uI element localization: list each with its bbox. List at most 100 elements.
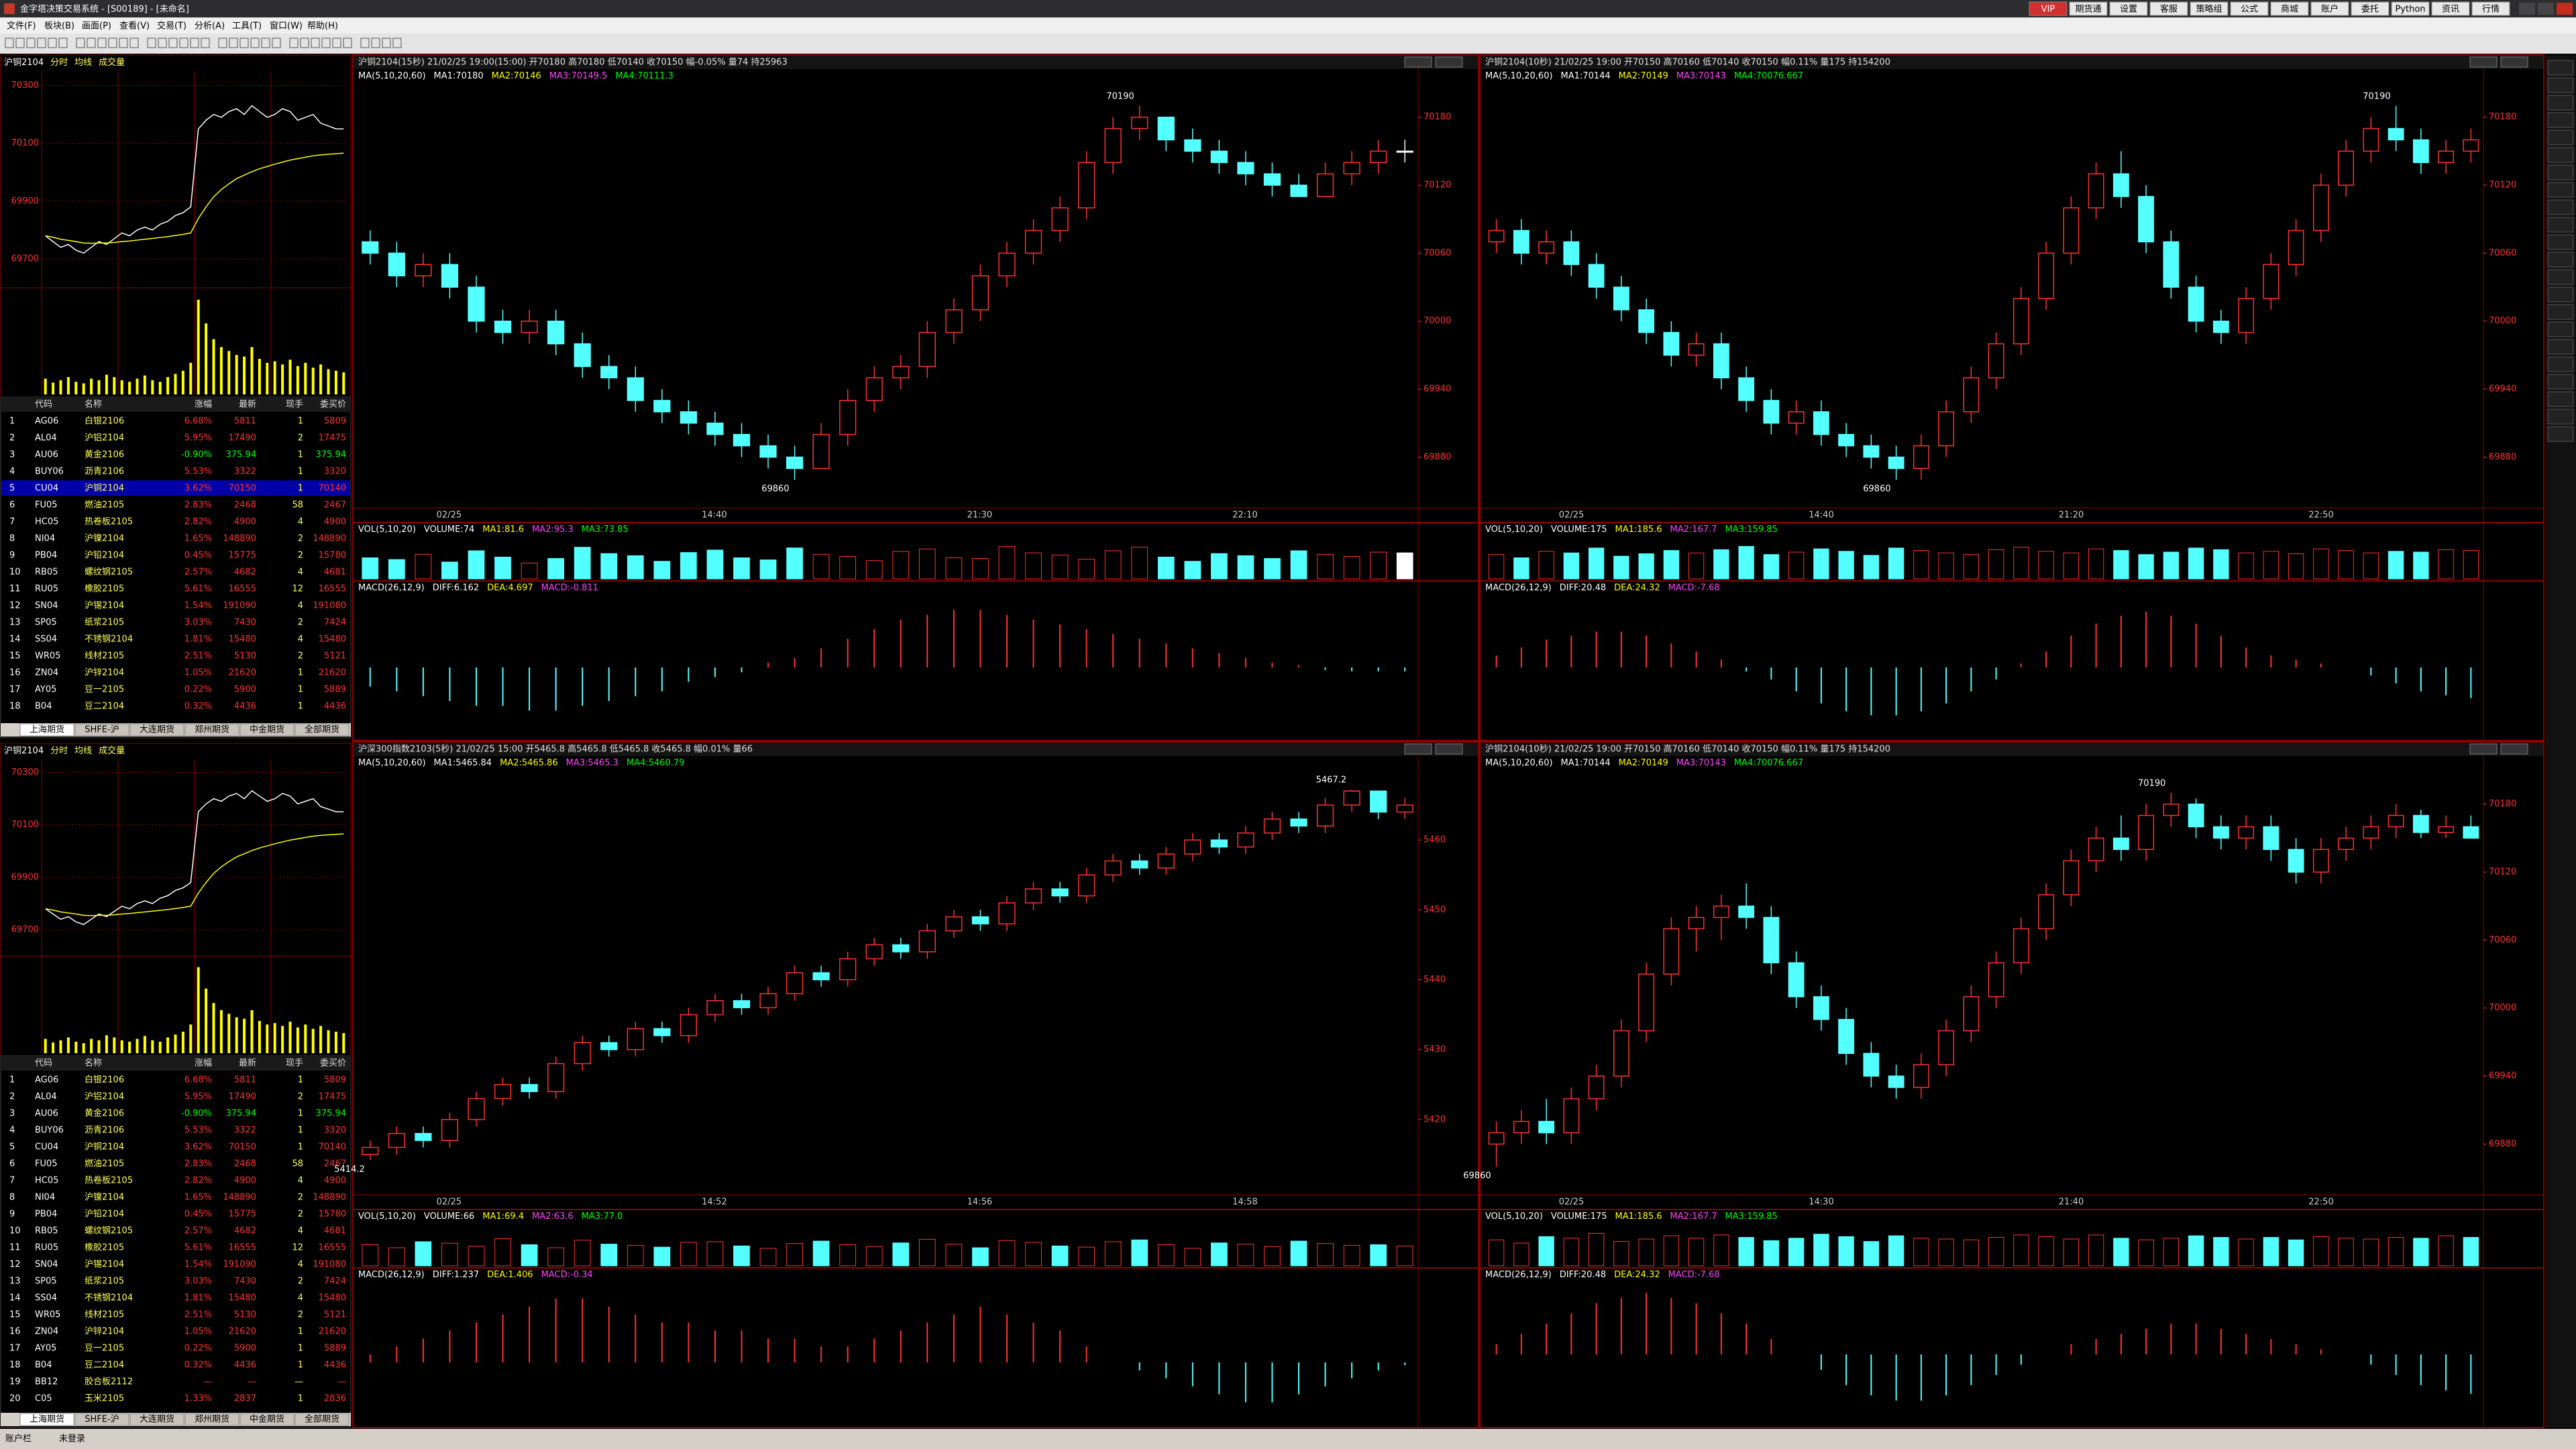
list-row-number[interactable]: 5: [9, 1142, 15, 1152]
list-cell[interactable]: 16555: [229, 1243, 256, 1253]
side-button[interactable]: [2547, 182, 2574, 198]
list-tab[interactable]: [19, 1413, 74, 1426]
list-cell[interactable]: 15780: [319, 1210, 346, 1220]
list-cell[interactable]: 沪镍2104: [85, 1192, 124, 1203]
tool-icon[interactable]: [158, 38, 167, 48]
side-button[interactable]: [2547, 112, 2574, 128]
list-tab-label[interactable]: 郑州期货: [195, 1414, 229, 1425]
tool-icon[interactable]: [229, 38, 238, 48]
side-button[interactable]: [2547, 374, 2574, 390]
list-cell[interactable]: WR05: [35, 1310, 60, 1320]
list-cell[interactable]: SP05: [35, 618, 57, 628]
list-cell[interactable]: 4: [298, 635, 303, 645]
panel-button[interactable]: [1435, 743, 1463, 755]
list-cell[interactable]: 1: [298, 467, 303, 477]
list-cell[interactable]: 0.45%: [184, 1210, 212, 1220]
top-button-label[interactable]: 商城: [2281, 5, 2298, 15]
side-button[interactable]: [2547, 234, 2574, 250]
minimize-button[interactable]: [2519, 3, 2535, 15]
list-cell[interactable]: 70150: [229, 1142, 256, 1152]
list-cell[interactable]: 白银2106: [85, 1075, 124, 1085]
list-cell[interactable]: 148890: [223, 534, 256, 544]
list-cell[interactable]: 2467: [324, 500, 346, 511]
side-button[interactable]: [2547, 129, 2574, 146]
list-row-number[interactable]: 8: [9, 1193, 15, 1203]
list-cell[interactable]: 17490: [229, 433, 256, 443]
list-cell[interactable]: 3.62%: [184, 484, 212, 494]
top-button[interactable]: [2069, 1, 2108, 16]
list-cell[interactable]: 2467: [324, 1159, 346, 1169]
menu-item[interactable]: 文件(F): [7, 21, 36, 32]
list-cell[interactable]: PB04: [35, 1210, 57, 1220]
list-cell[interactable]: 热卷板2105: [85, 1175, 133, 1186]
list-cell[interactable]: 2: [298, 618, 303, 628]
list-cell[interactable]: 5.53%: [184, 1126, 212, 1136]
list-row-number[interactable]: 20: [9, 1394, 21, 1404]
list-tab-label[interactable]: 大连期货: [140, 724, 174, 735]
list-cell[interactable]: 58: [292, 500, 303, 511]
list-cell[interactable]: 沥青2106: [85, 467, 124, 477]
list-cell[interactable]: RB05: [35, 1226, 58, 1236]
list-cell[interactable]: 豆二2104: [85, 1360, 124, 1371]
list-row-number[interactable]: 18: [9, 702, 21, 712]
list-cell[interactable]: 1.54%: [184, 1260, 212, 1270]
panel-button[interactable]: [1404, 743, 1432, 755]
tool-icon[interactable]: [15, 38, 25, 48]
list-cell[interactable]: FU05: [35, 500, 58, 511]
list-cell[interactable]: 3322: [234, 467, 256, 477]
list-cell[interactable]: 16555: [319, 1243, 346, 1253]
tool-icon[interactable]: [321, 38, 331, 48]
list-cell[interactable]: 5.95%: [184, 433, 212, 443]
list-cell[interactable]: 3320: [324, 467, 346, 477]
list-cell[interactable]: 1.05%: [184, 1327, 212, 1337]
list-row-number[interactable]: 6: [9, 500, 15, 511]
list-cell[interactable]: HC05: [35, 517, 58, 527]
list-cell[interactable]: 375.94: [316, 1109, 347, 1119]
side-button[interactable]: [2547, 199, 2574, 215]
list-row-number[interactable]: 4: [9, 467, 15, 477]
list-cell[interactable]: 2468: [234, 1159, 256, 1169]
list-cell[interactable]: 5889: [324, 685, 346, 695]
list-cell[interactable]: 豆一2105: [85, 685, 124, 695]
list-tab[interactable]: [19, 723, 74, 737]
list-cell[interactable]: 7430: [234, 618, 256, 628]
list-column-header[interactable]: 委买价: [320, 1059, 346, 1069]
list-tab-label[interactable]: 上海期货: [30, 1414, 64, 1425]
list-cell[interactable]: 1.65%: [184, 1193, 212, 1203]
tool-icon[interactable]: [382, 38, 391, 48]
list-cell[interactable]: 0.32%: [184, 1360, 212, 1371]
list-row-number[interactable]: 13: [9, 1277, 21, 1287]
list-cell[interactable]: 沪锌2104: [85, 1326, 124, 1337]
list-column-header[interactable]: 涨幅: [195, 1059, 212, 1069]
panel-button[interactable]: [1435, 56, 1463, 68]
list-cell[interactable]: 17490: [229, 1092, 256, 1102]
list-column-header[interactable]: 名称: [85, 399, 102, 410]
side-button[interactable]: [2547, 304, 2574, 320]
top-button[interactable]: [2149, 1, 2188, 16]
tool-icon[interactable]: [332, 38, 341, 48]
list-cell[interactable]: 2: [298, 1193, 303, 1203]
list-cell[interactable]: 2468: [234, 500, 256, 511]
list-cell[interactable]: 4682: [234, 568, 256, 578]
list-row-number[interactable]: 2: [9, 433, 15, 443]
list-row-number[interactable]: 17: [9, 685, 21, 695]
menu-item[interactable]: 窗口(W): [270, 21, 303, 32]
list-tab[interactable]: [129, 1413, 184, 1426]
list-cell[interactable]: 4436: [324, 1360, 346, 1371]
side-button[interactable]: [2547, 391, 2574, 407]
menu-item[interactable]: 交易(T): [157, 21, 186, 32]
list-cell[interactable]: 1.05%: [184, 668, 212, 678]
tool-icon[interactable]: [250, 38, 260, 48]
list-cell[interactable]: ZN04: [35, 668, 58, 678]
list-cell[interactable]: 2.57%: [184, 1226, 212, 1236]
list-cell[interactable]: 15480: [229, 635, 256, 645]
list-cell[interactable]: BUY06: [35, 467, 64, 477]
list-cell[interactable]: AL04: [35, 433, 57, 443]
side-button[interactable]: [2547, 60, 2574, 76]
list-cell[interactable]: 沥青2106: [85, 1126, 124, 1136]
side-button[interactable]: [2547, 269, 2574, 285]
side-button[interactable]: [2547, 426, 2574, 442]
list-cell[interactable]: 15480: [319, 635, 346, 645]
top-button-label[interactable]: VIP: [2041, 5, 2055, 15]
side-button[interactable]: [2547, 217, 2574, 233]
